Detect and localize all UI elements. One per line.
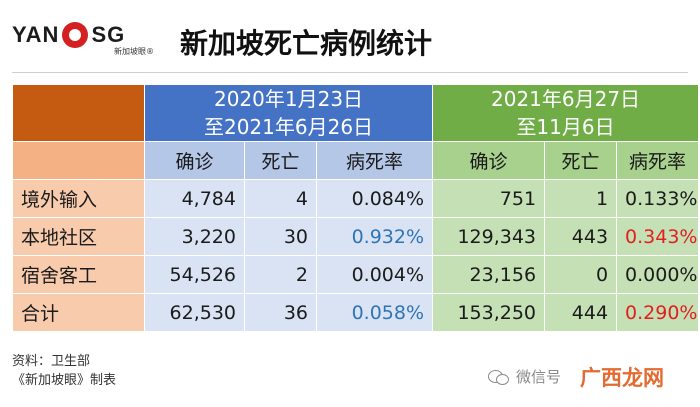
table-cell: 751 [432,179,546,218]
table-cell: 0.343% [616,217,700,256]
table-cell: 2 [244,255,317,294]
table-row: 本地社区 3,220 30 0.932% 129,343 443 0.343% [12,217,700,256]
table-cell: 4 [244,179,317,218]
table-cell: 129,343 [432,217,546,256]
watermark-text: 微信号 [516,368,562,386]
table-cell: 62,530 [144,293,245,332]
table-cell: 0.058% [315,293,434,332]
producer-line: 《新加坡眼》制表 [12,373,117,388]
table-row-total: 合计 62,530 36 0.058% 153,250 444 0.290% [12,293,700,332]
table-cell: 36 [244,293,317,332]
source-note: 资料：卫生部 《新加坡眼》制表 [12,352,116,390]
row-label: 合计 [12,293,145,332]
page-header: YAN SG 新加坡眼® 新加坡死亡病例统计 [0,0,700,80]
table-cell: 4,784 [144,179,245,218]
table-cell: 30 [244,217,317,256]
period-2021-line1: 2021年6月27日 [490,87,641,111]
corner-cell [12,84,145,142]
column-header-row: 确诊 死亡 病死率 确诊 死亡 病死率 [12,141,700,180]
table-cell: 0 [544,255,618,294]
period-2020-header: 2020年1月23日 至2021年6月26日 [143,84,434,142]
table-cell: 443 [544,217,618,256]
title-divider [12,72,688,73]
source-line: 资料：卫生部 [12,354,91,369]
table-row: 宿舍客工 54,526 2 0.004% 23,156 0 0.000% [12,255,700,294]
wechat-watermark: 微信号 [488,366,561,387]
period-2020-line1: 2020年1月23日 [213,87,364,111]
table-cell: 0.932% [315,217,434,256]
table-cell: 0.084% [315,179,434,218]
table-cell: 0.290% [616,293,700,332]
table-cell: 1 [544,179,618,218]
column-header: 病死率 [315,141,434,180]
table-cell: 0.004% [315,255,434,294]
row-label-header [12,141,145,180]
logo-text-right: SG [91,22,126,47]
column-header: 死亡 [244,141,317,180]
column-header: 确诊 [432,141,546,180]
yansg-logo: YAN SG [12,22,125,48]
period-header-row: 2020年1月23日 至2021年6月26日 2021年6月27日 至11月6日 [12,84,700,142]
table-cell: 0.000% [616,255,700,294]
period-2021-line2: 至11月6日 [516,115,615,139]
logo-mark-icon [62,22,89,48]
table-cell: 54,526 [144,255,245,294]
period-2020-line2: 至2021年6月26日 [203,115,374,139]
row-label: 本地社区 [12,217,145,256]
logo-text-left: YAN [12,22,60,47]
wechat-icon [488,369,510,385]
column-header: 病死率 [616,141,700,180]
table-cell: 444 [544,293,618,332]
table-row: 境外输入 4,784 4 0.084% 751 1 0.133% [12,179,700,218]
row-label: 境外输入 [12,179,145,218]
table-cell: 153,250 [432,293,546,332]
table-cell: 0.133% [616,179,700,218]
overlay-watermark: 广西龙网 [580,366,664,390]
logo-tagline: 新加坡眼® [114,47,154,56]
row-label: 宿舍客工 [12,255,145,294]
table-cell: 3,220 [144,217,245,256]
period-2021-header: 2021年6月27日 至11月6日 [432,84,700,142]
table-cell: 23,156 [432,255,546,294]
death-stats-table: 2020年1月23日 至2021年6月26日 2021年6月27日 至11月6日… [12,84,700,332]
column-header: 确诊 [144,141,245,180]
column-header: 死亡 [544,141,618,180]
page-title: 新加坡死亡病例统计 [180,27,433,60]
